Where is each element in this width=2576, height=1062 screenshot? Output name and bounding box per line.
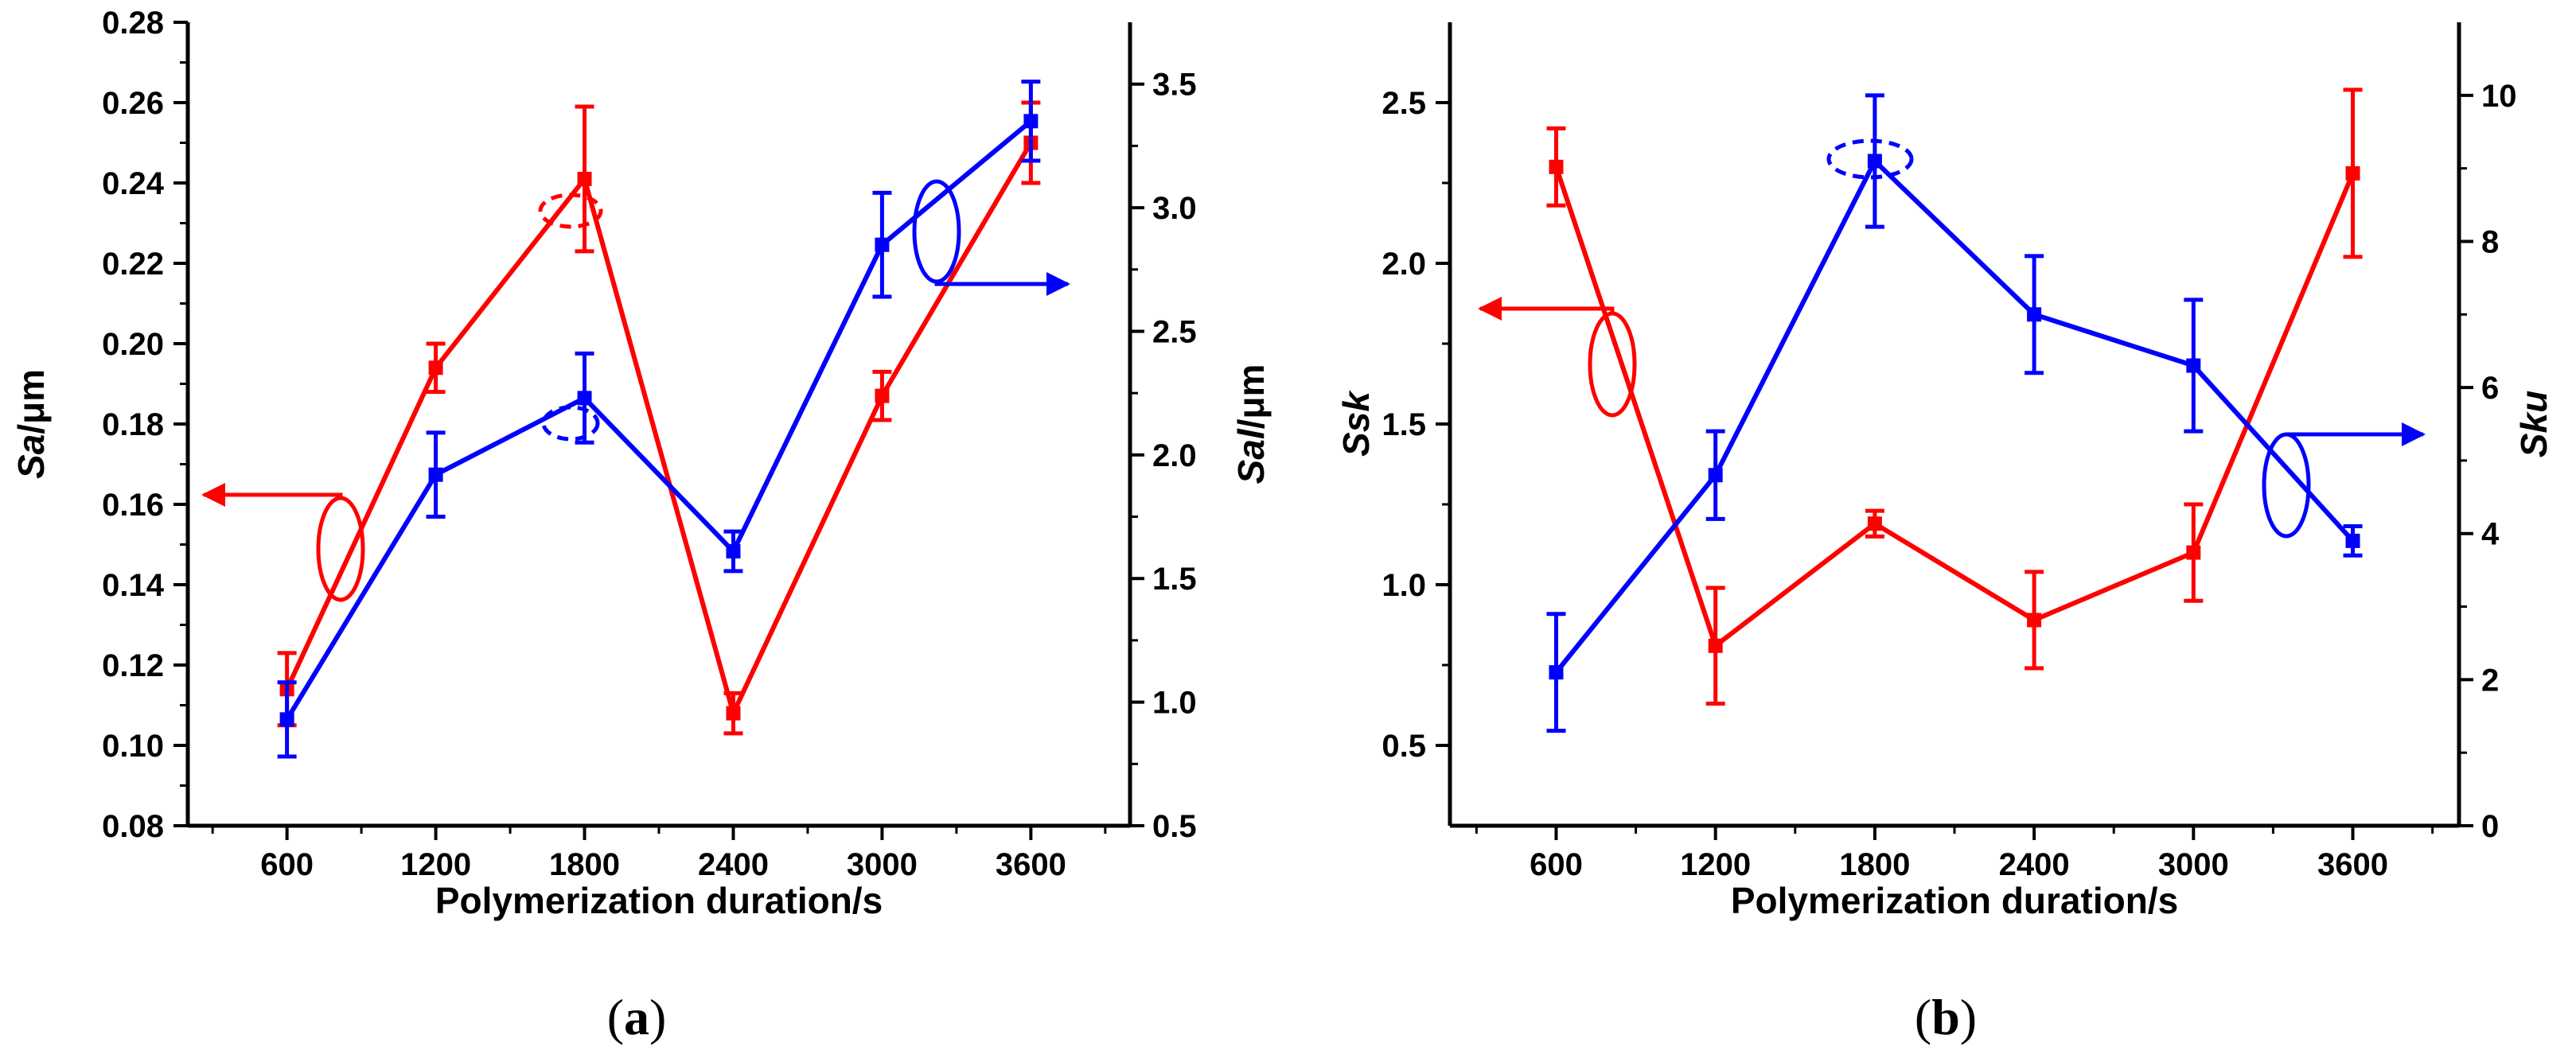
axis-pointer-arrow — [1478, 297, 1615, 321]
data-point-sa — [875, 388, 890, 403]
data-point-sal — [577, 391, 592, 406]
y-right-tick-label: 2 — [2481, 663, 2499, 698]
x-tick-label: 1200 — [1680, 847, 1751, 882]
x-tick-label: 3600 — [996, 847, 1066, 882]
data-point-sku — [1867, 154, 1882, 169]
y-right-tick-label: 2.0 — [1152, 438, 1197, 473]
highlight-dashed-ellipse — [538, 193, 603, 229]
y-left-tick-label: 1.0 — [1382, 568, 1426, 603]
series-line-sku — [1554, 157, 2355, 675]
x-tick-label: 1800 — [549, 847, 620, 882]
x-tick-label: 1800 — [1839, 847, 1910, 882]
chart-panel-a: 0.08 0.10 0.12 0.14 0.16 0.18 0.20 0.22 0.24 0.26… — [10, 6, 1272, 921]
data-point-sal — [279, 712, 294, 727]
y-axis-left-label: Ssk — [1335, 390, 1377, 457]
y-right-tick-label: 6 — [2481, 371, 2499, 406]
axis-pointer-arrow — [934, 272, 1070, 296]
x-tick-label: 3000 — [847, 847, 918, 882]
chart-panel-b: 0.5 1.0 1.5 2.0 2.5 0 2 4 6 8 10 600 1200 1800 2400 300… — [1335, 22, 2555, 921]
x-tick-label: 600 — [1530, 847, 1583, 882]
y-left-tick-label: 2.0 — [1382, 247, 1426, 282]
data-point-ssk — [2345, 165, 2360, 181]
y-right-tick-label: 1.5 — [1152, 562, 1197, 597]
data-point-ssk — [1867, 516, 1882, 531]
data-point-sku — [1708, 468, 1723, 483]
series-line-sal — [285, 119, 1033, 721]
data-point-sal — [428, 467, 443, 482]
y-right-tick-label: 3.0 — [1152, 191, 1197, 226]
x-tick-label: 2400 — [1999, 847, 2070, 882]
highlight-dashed-ellipse — [541, 405, 600, 442]
data-point-ssk — [1708, 638, 1723, 653]
data-point-sa — [726, 706, 741, 721]
x-axis-label: Polymerization duration/s — [435, 880, 883, 921]
data-point-sal — [726, 544, 741, 559]
y-right-label-main: Sal — [1230, 428, 1272, 484]
series-line-sa — [284, 141, 1033, 721]
y-left-tick-label: 0.12 — [102, 648, 164, 683]
y-left-tick-label: 0.14 — [102, 568, 165, 603]
data-point-sku — [1549, 665, 1564, 680]
data-point-sku — [2345, 533, 2360, 548]
y-left-label-main: Ssk — [1335, 390, 1377, 457]
y-axis-left-label: Sa/μm — [10, 369, 52, 479]
y-left-tick-label: 0.08 — [102, 809, 164, 844]
y-left-tick-label: 0.26 — [102, 86, 164, 121]
y-left-tick-label: 2.5 — [1382, 86, 1426, 121]
y-right-tick-label: 0.5 — [1152, 809, 1197, 844]
y-axis-right-label: Sal/μm — [1230, 364, 1272, 484]
y-left-tick-label: 0.10 — [102, 729, 164, 764]
x-tick-label: 1200 — [400, 847, 471, 882]
data-point-sku — [2027, 307, 2042, 322]
data-point-ssk — [1549, 159, 1564, 174]
y-left-tick-label: 0.20 — [102, 327, 164, 362]
y-left-tick-label: 0.24 — [102, 166, 165, 201]
y-right-tick-label: 1.0 — [1152, 686, 1197, 721]
x-tick-label: 600 — [260, 847, 314, 882]
x-axis-label: Polymerization duration/s — [1731, 880, 2178, 921]
y-right-tick-label: 3.5 — [1152, 68, 1197, 103]
series-line-ssk — [1553, 165, 2356, 650]
data-point-sku — [2186, 358, 2201, 373]
panel-a-caption: (a) — [607, 989, 667, 1045]
y-left-tick-label: 1.5 — [1382, 407, 1426, 442]
y-left-tick-label: 0.16 — [102, 488, 164, 523]
panel-b-caption: (b) — [1915, 989, 1977, 1045]
y-right-tick-label: 4 — [2481, 517, 2500, 552]
data-point-sal — [875, 237, 890, 252]
y-left-label-unit: /μm — [10, 369, 52, 434]
annotation-ellipse — [316, 496, 365, 602]
x-tick-label: 3000 — [2158, 847, 2229, 882]
data-point-sa — [428, 360, 443, 375]
data-point-sal — [1023, 114, 1039, 129]
y-right-label-unit: /μm — [1230, 364, 1272, 430]
data-point-sa — [577, 171, 592, 186]
data-point-ssk — [2186, 545, 2201, 560]
x-tick-label: 3600 — [2317, 847, 2388, 882]
y-right-tick-label: 8 — [2481, 224, 2499, 259]
y-right-tick-label: 2.5 — [1152, 314, 1197, 349]
x-tick-label: 2400 — [698, 847, 769, 882]
y-right-tick-label: 0 — [2481, 809, 2499, 844]
y-left-tick-label: 0.5 — [1382, 729, 1426, 764]
axis-pointer-arrow — [201, 483, 343, 507]
data-point-ssk — [2027, 613, 2042, 628]
y-right-tick-label: 10 — [2481, 79, 2517, 114]
y-axis-right-label: Sku — [2513, 391, 2555, 457]
highlight-dashed-ellipse — [1826, 138, 1914, 180]
y-left-tick-label: 0.22 — [102, 247, 164, 282]
y-left-tick-label: 0.18 — [102, 407, 164, 442]
y-left-tick-label: 0.28 — [102, 6, 164, 41]
y-left-label-main: Sa — [10, 434, 52, 479]
y-right-label-main: Sku — [2513, 391, 2555, 457]
